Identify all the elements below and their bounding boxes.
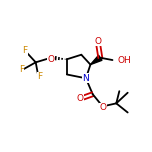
Polygon shape	[90, 55, 102, 65]
Text: OH: OH	[117, 55, 131, 65]
Text: O: O	[99, 103, 106, 112]
Text: F: F	[22, 46, 27, 55]
Text: O: O	[77, 93, 84, 103]
Text: N: N	[83, 74, 89, 83]
Text: O: O	[95, 37, 102, 46]
Text: F: F	[19, 65, 24, 74]
Text: F: F	[37, 72, 42, 81]
Text: O: O	[48, 55, 55, 64]
